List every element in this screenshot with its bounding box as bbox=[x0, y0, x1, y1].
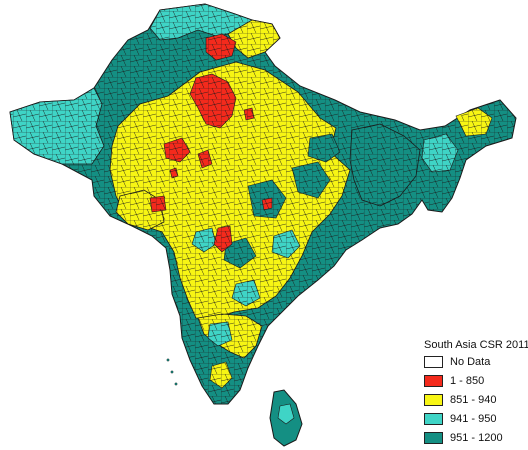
legend-swatch-1-850 bbox=[424, 374, 443, 387]
legend-item-941-950: 941 - 950 bbox=[424, 409, 528, 428]
legend-item-no-data: No Data bbox=[424, 352, 528, 371]
legend-label-1-850: 1 - 850 bbox=[450, 374, 485, 387]
legend-label-no-data: No Data bbox=[450, 355, 491, 368]
legend-label-941-950: 941 - 950 bbox=[450, 412, 497, 425]
legend-label-851-940: 851 - 940 bbox=[450, 393, 497, 406]
island-2 bbox=[170, 370, 174, 374]
legend-swatch-no-data bbox=[424, 355, 443, 368]
island-3 bbox=[174, 382, 178, 386]
legend-swatch-951-1200 bbox=[424, 431, 443, 444]
legend-label-951-1200: 951 - 1200 bbox=[450, 431, 503, 444]
legend-item-951-1200: 951 - 1200 bbox=[424, 428, 528, 447]
legend-item-1-850: 1 - 850 bbox=[424, 371, 528, 390]
legend-item-851-940: 851 - 940 bbox=[424, 390, 528, 409]
legend-swatch-851-940 bbox=[424, 393, 443, 406]
island-1 bbox=[166, 358, 170, 362]
legend-swatch-941-950 bbox=[424, 412, 443, 425]
map-legend: South Asia CSR 2011 No Data 1 - 850 851 … bbox=[424, 339, 528, 447]
region-sri-lanka-light bbox=[277, 403, 295, 425]
district-boundaries bbox=[10, 4, 516, 404]
legend-title: South Asia CSR 2011 bbox=[424, 339, 528, 351]
